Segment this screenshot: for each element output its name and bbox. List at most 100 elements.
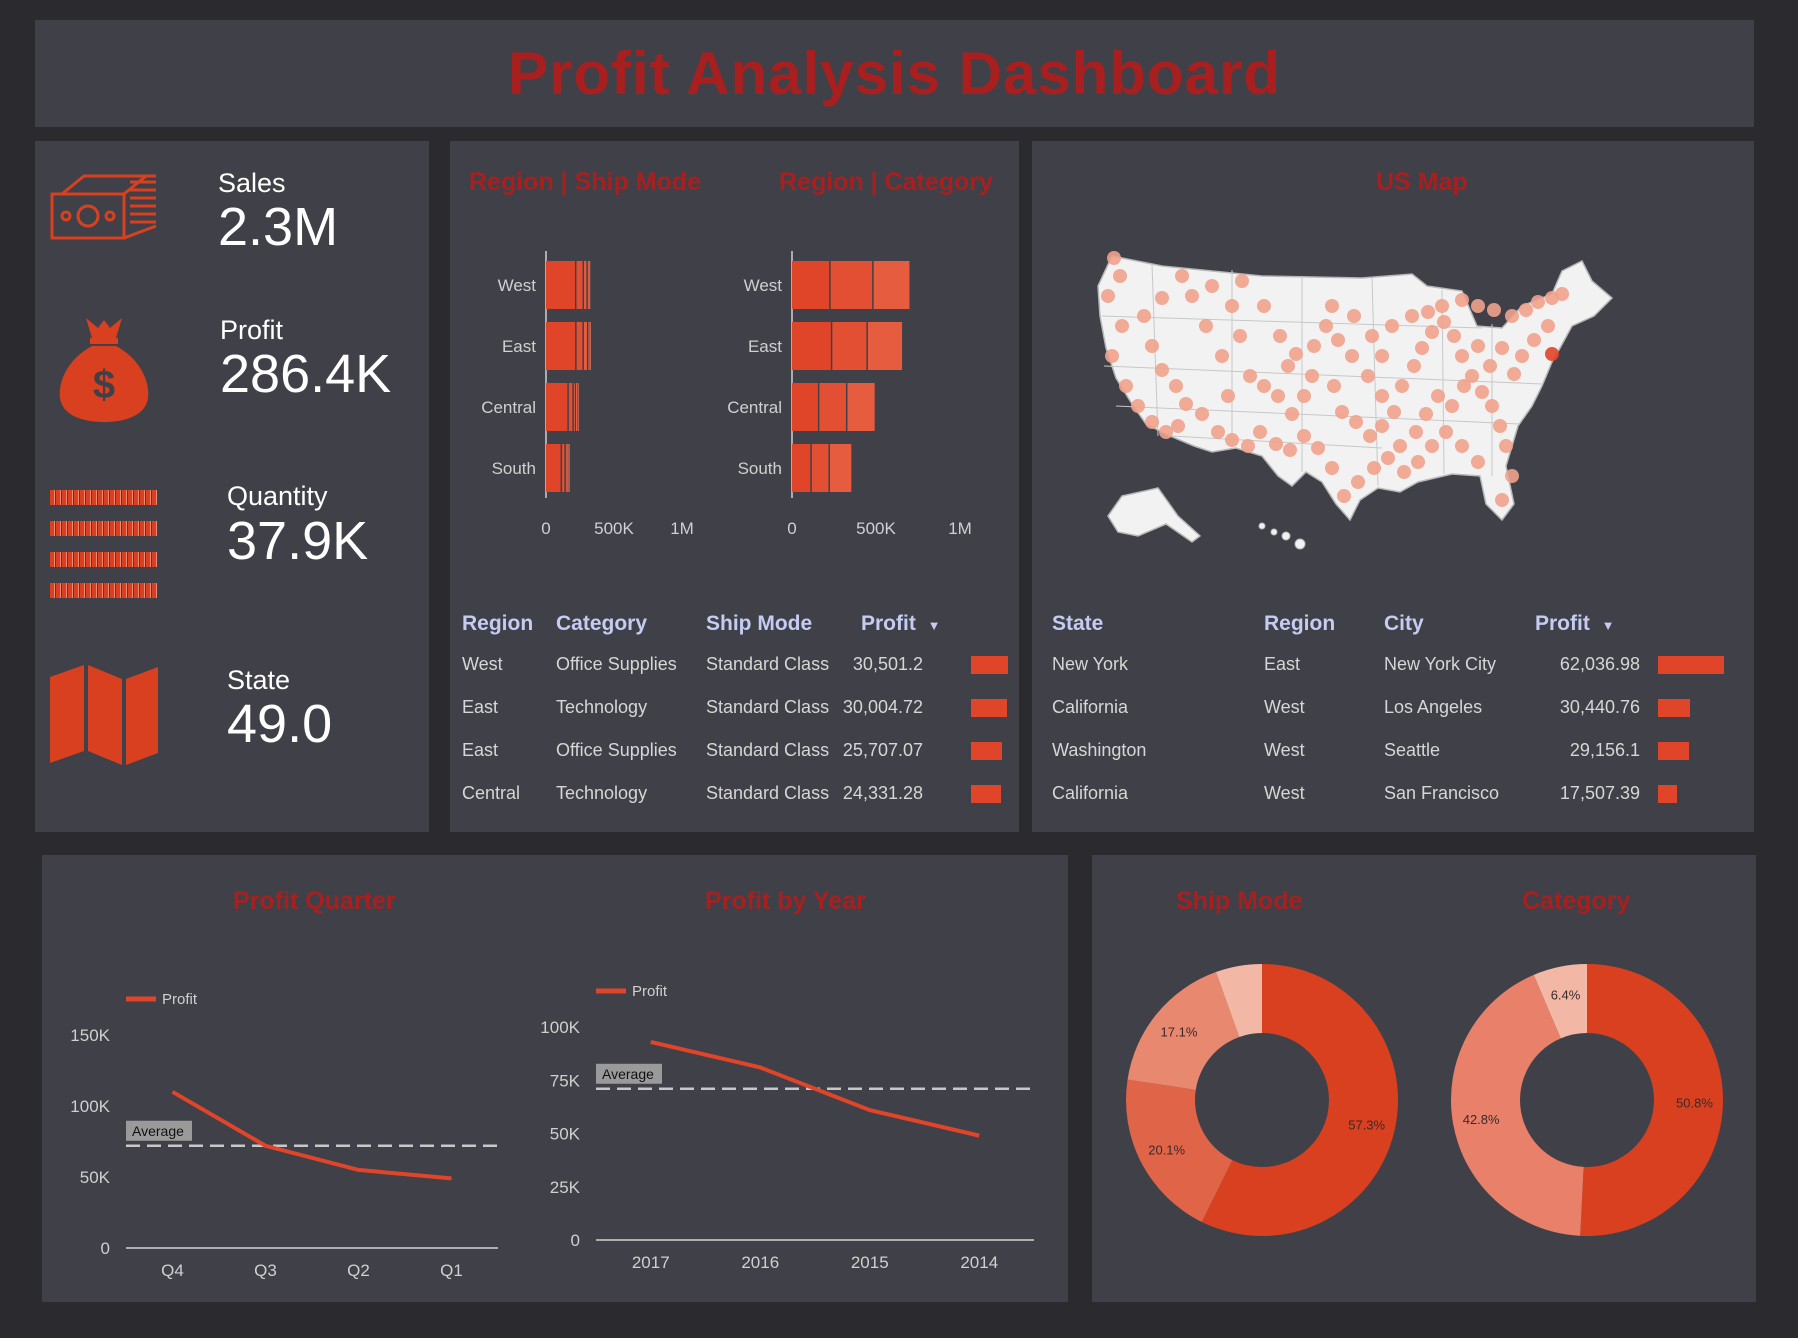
map-dot[interactable] xyxy=(1235,274,1249,288)
map-dot[interactable] xyxy=(1131,399,1145,413)
map-dot[interactable] xyxy=(1425,325,1439,339)
category-bar-segment[interactable] xyxy=(811,444,829,492)
map-dot[interactable] xyxy=(1137,309,1151,323)
map-dot[interactable] xyxy=(1555,287,1569,301)
col-region-2[interactable]: Region xyxy=(1264,612,1336,635)
map-dot[interactable] xyxy=(1307,339,1321,353)
map-dot[interactable] xyxy=(1515,349,1529,363)
map-dot[interactable] xyxy=(1505,309,1519,323)
map-dot[interactable] xyxy=(1455,439,1469,453)
map-dot[interactable] xyxy=(1435,299,1449,313)
map-dot[interactable] xyxy=(1335,405,1349,419)
col-region[interactable]: Region xyxy=(462,612,534,635)
map-dot[interactable] xyxy=(1297,429,1311,443)
category-slice[interactable] xyxy=(1533,964,1587,1039)
kpi-profit[interactable]: $ Profit 286.4K xyxy=(35,301,429,461)
map-dot[interactable] xyxy=(1519,303,1533,317)
year-legend-label[interactable]: Profit xyxy=(632,983,668,1000)
map-dot[interactable] xyxy=(1225,433,1239,447)
map-dot[interactable] xyxy=(1455,349,1469,363)
map-dot[interactable] xyxy=(1499,439,1513,453)
map-dot[interactable] xyxy=(1483,359,1497,373)
map-dot[interactable] xyxy=(1505,469,1519,483)
ship-mode-bar-segment[interactable] xyxy=(583,322,587,370)
map-dot[interactable] xyxy=(1411,455,1425,469)
map-dot[interactable] xyxy=(1233,329,1247,343)
ship-mode-bar-segment[interactable] xyxy=(568,383,573,431)
map-dot[interactable] xyxy=(1273,329,1287,343)
map-dot[interactable] xyxy=(1305,369,1319,383)
map-dot[interactable] xyxy=(1269,437,1283,451)
col-state[interactable]: State xyxy=(1052,612,1104,635)
year-series-line[interactable] xyxy=(650,1039,980,1138)
map-dot[interactable] xyxy=(1119,379,1133,393)
map-dot[interactable] xyxy=(1397,465,1411,479)
map-dot[interactable] xyxy=(1541,319,1555,333)
map-dot[interactable] xyxy=(1145,339,1159,353)
ship-mode-bar-segment[interactable] xyxy=(562,444,565,492)
col-profit[interactable]: Profit ▼ xyxy=(861,612,941,636)
map-dot[interactable] xyxy=(1495,341,1509,355)
ship-mode-bar-segment[interactable] xyxy=(584,261,587,309)
map-dot[interactable] xyxy=(1385,319,1399,333)
map-dot[interactable] xyxy=(1455,293,1469,307)
col-profit-2[interactable]: Profit ▼ xyxy=(1535,612,1615,636)
map-dot[interactable] xyxy=(1325,299,1339,313)
map-dot[interactable] xyxy=(1367,461,1381,475)
ship-mode-bar-segment[interactable] xyxy=(546,261,575,309)
map-dot[interactable] xyxy=(1431,389,1445,403)
map-dot[interactable] xyxy=(1439,425,1453,439)
map-dot[interactable] xyxy=(1365,329,1379,343)
col-ship-mode[interactable]: Ship Mode xyxy=(706,612,813,635)
ship-mode-slice[interactable] xyxy=(1126,1079,1233,1222)
map-dot[interactable] xyxy=(1205,279,1219,293)
map-dot[interactable] xyxy=(1145,415,1159,429)
category-slice[interactable] xyxy=(1580,964,1723,1236)
map-dot[interactable] xyxy=(1175,269,1189,283)
category-bar-segment[interactable] xyxy=(792,261,830,309)
map-dot[interactable] xyxy=(1347,309,1361,323)
ship-mode-bar-segment[interactable] xyxy=(576,383,578,431)
map-dot[interactable] xyxy=(1493,419,1507,433)
map-dot[interactable] xyxy=(1393,439,1407,453)
map-dot[interactable] xyxy=(1471,299,1485,313)
ship-mode-slice[interactable] xyxy=(1215,964,1262,1037)
category-slice[interactable] xyxy=(1451,974,1584,1236)
map-dot[interactable] xyxy=(1297,389,1311,403)
map-dot[interactable] xyxy=(1289,347,1303,361)
map-dot[interactable] xyxy=(1215,349,1229,363)
category-bar-segment[interactable] xyxy=(832,322,867,370)
map-dot[interactable] xyxy=(1243,369,1257,383)
map-dot[interactable] xyxy=(1507,367,1521,381)
map-dot[interactable] xyxy=(1325,461,1339,475)
map-dot[interactable] xyxy=(1257,299,1271,313)
map-dot[interactable] xyxy=(1199,319,1213,333)
map-dot[interactable] xyxy=(1445,399,1459,413)
category-bar-segment[interactable] xyxy=(847,383,875,431)
map-dot[interactable] xyxy=(1375,419,1389,433)
map-dot[interactable] xyxy=(1331,333,1345,347)
map-dot[interactable] xyxy=(1115,319,1129,333)
map-dot[interactable] xyxy=(1375,349,1389,363)
category-bar-segment[interactable] xyxy=(792,444,811,492)
map-dot[interactable] xyxy=(1349,415,1363,429)
ship-mode-slice[interactable] xyxy=(1127,972,1240,1090)
kpi-quantity[interactable]: Quantity 37.9K xyxy=(35,461,429,641)
map-dot[interactable] xyxy=(1345,349,1359,363)
col-category[interactable]: Category xyxy=(556,612,648,635)
map-dot[interactable] xyxy=(1407,359,1421,373)
map-dot[interactable] xyxy=(1527,333,1541,347)
map-dot[interactable] xyxy=(1225,299,1239,313)
map-dot[interactable] xyxy=(1185,289,1199,303)
map-dot[interactable] xyxy=(1447,329,1461,343)
map-dot[interactable] xyxy=(1457,379,1471,393)
ship-mode-bar-segment[interactable] xyxy=(577,383,579,431)
category-bar-segment[interactable] xyxy=(830,261,873,309)
map-dot[interactable] xyxy=(1113,269,1127,283)
us-map[interactable] xyxy=(1082,236,1642,576)
map-dot[interactable] xyxy=(1257,379,1271,393)
ship-mode-bar-segment[interactable] xyxy=(546,383,568,431)
ship-mode-bar-segment[interactable] xyxy=(565,444,567,492)
map-dot[interactable] xyxy=(1337,489,1351,503)
quarter-legend-label[interactable]: Profit xyxy=(162,991,198,1008)
